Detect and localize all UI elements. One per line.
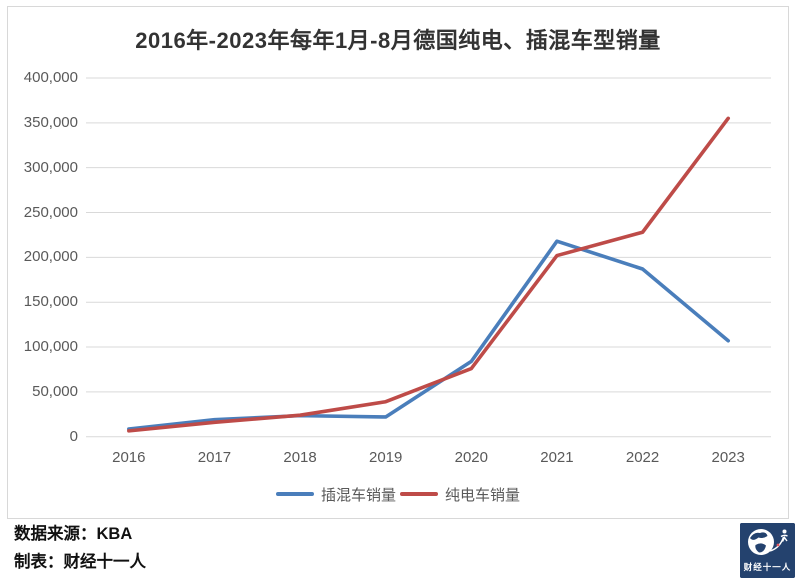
phev-line-swatch-icon [275,492,314,496]
x-tick-label: 2018 [283,449,317,466]
chart-card: 2016年-2023年每年1月-8月德国纯电、插混车型销量 0 50,000 100… [7,6,789,519]
y-tick-label: 300,000 [23,158,78,176]
x-tick-label: 2022 [625,449,660,466]
x-tick-label: 2019 [369,449,403,466]
legend-item-phev: 插混车销量 [275,484,396,505]
legend-label-bev: 纯电车销量 [445,486,521,504]
x-tick-label: 2016 [112,449,146,466]
credit-text: 制表：财经十一人 [14,552,146,571]
x-tick-label: 2023 [711,449,745,466]
logo-globe-icon [740,523,795,578]
y-tick-label: 350,000 [23,113,78,131]
series-line-1 [127,116,730,433]
legend-label-phev: 插混车销量 [320,486,396,504]
x-tick-label: 2021 [540,449,574,466]
y-tick-label: 200,000 [23,248,78,266]
logo-label: 财经十一人 [743,562,792,572]
footer: 数据来源：KBA 制表：财经十一人 [14,521,146,576]
legend-item-bev: 纯电车销量 [400,484,520,505]
bev-line-swatch-icon [400,492,438,496]
y-tick-label: 400,000 [23,69,78,86]
chart-legend: 插混车销量 纯电车销量 [8,483,788,505]
x-tick-label: 2020 [454,449,488,466]
y-tick-label: 100,000 [23,338,78,356]
series-line-0 [127,239,730,431]
y-tick-label: 0 [69,427,78,445]
y-tick-label: 250,000 [23,203,78,221]
y-tick-label: 150,000 [23,293,78,311]
publisher-logo: 财经十一人 [740,523,795,578]
line-chart [86,77,771,438]
y-tick-label: 50,000 [32,382,78,400]
x-tick-label: 2017 [197,449,232,466]
data-source-text: 数据来源：KBA [14,525,133,543]
chart-title: 2016年-2023年每年1月-8月德国纯电、插混车型销量 [135,28,661,53]
